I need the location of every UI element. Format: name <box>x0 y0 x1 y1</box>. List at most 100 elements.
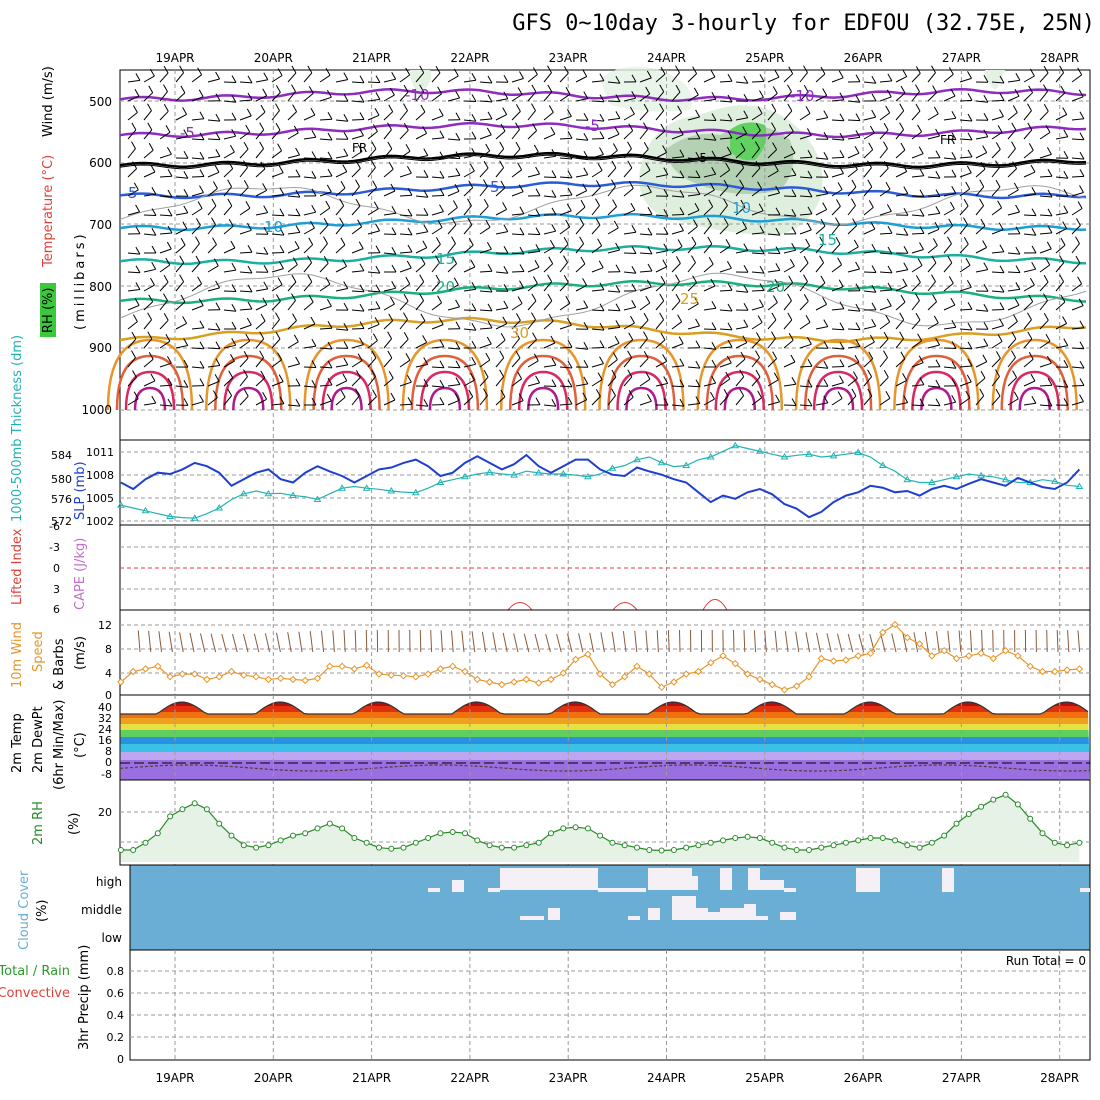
warm-lobe-contour <box>232 386 265 411</box>
wind-barb-flag <box>853 239 859 248</box>
wind-barb-flag <box>215 302 221 310</box>
wind-barb-flag <box>517 162 523 171</box>
wind-barb-flag <box>855 130 861 138</box>
data-point <box>264 675 273 684</box>
wind-barb <box>223 309 236 312</box>
wind-barb-flag <box>935 170 941 179</box>
wind-barb-flag <box>420 104 426 113</box>
wind-barb-flag <box>455 341 461 350</box>
cape-li-panel: -6 -3 0 3 6 Lifted Index CAPE (J/kg) <box>10 520 1091 616</box>
wind-barb-flag <box>727 113 733 122</box>
data-point <box>473 675 482 684</box>
wind-barb-flag <box>611 388 616 396</box>
wind-barb-flag <box>982 145 988 153</box>
wind-barb-flag <box>935 379 941 388</box>
wind-barb <box>735 342 748 349</box>
wind-barb <box>559 157 573 160</box>
wind-barb-flag <box>755 332 761 340</box>
wind10m-barb <box>264 633 271 653</box>
wind-barb <box>719 328 733 331</box>
wind-barb-flag <box>838 279 844 287</box>
wind-barb <box>639 252 653 255</box>
li-tick: 0 <box>53 562 60 575</box>
wind-barb-flag <box>1013 391 1019 400</box>
wind-barb-flag <box>326 393 332 402</box>
wind-barb <box>863 228 876 235</box>
wind-barb-flag <box>1043 274 1049 283</box>
wind-barb-flag <box>292 313 297 321</box>
wind-barb <box>975 309 988 312</box>
data-point <box>978 803 985 810</box>
wind-barb <box>703 347 716 350</box>
wind-barb-flag <box>759 283 765 291</box>
wind-barb-flag <box>903 246 909 254</box>
temp2m-tick: 24 <box>98 723 112 736</box>
wind-barb-flag <box>183 205 189 214</box>
wind-barb <box>431 115 444 121</box>
temperature-contour <box>119 280 1087 305</box>
wind-barb-flag <box>659 312 665 320</box>
wind-barb <box>719 224 729 235</box>
wind-barb <box>831 264 842 273</box>
wind-barb-flag <box>518 393 524 401</box>
wind-barbs <box>127 65 1085 407</box>
wind-barb-flag <box>771 331 776 339</box>
data-point <box>780 686 789 694</box>
wind-barb-flag <box>1015 265 1021 273</box>
wind-barb <box>303 176 316 179</box>
wind-barb-flag <box>723 388 729 397</box>
wind-barb-flag <box>855 113 861 121</box>
wind-barb <box>239 324 252 330</box>
wind-barb <box>687 94 699 102</box>
wind-barb <box>655 383 668 387</box>
wind-barb-flag <box>148 352 154 360</box>
wind-barb <box>415 404 428 407</box>
wind-barb-flag <box>919 398 925 407</box>
wind-barb-flag <box>343 341 349 349</box>
wind-barb <box>143 268 156 273</box>
wind-barb-flag <box>391 227 397 235</box>
wind-barb-flag <box>163 104 169 112</box>
wind-barb-flag <box>343 113 349 122</box>
wind-barb-flag <box>359 337 364 345</box>
wind-barb-flag <box>819 255 825 263</box>
wind-barb-flag <box>198 89 204 97</box>
temperature-contour <box>119 151 1087 169</box>
wind-barb-flag <box>823 395 829 404</box>
wind-barb <box>623 396 634 406</box>
data-point <box>1001 646 1010 655</box>
wind-barb <box>751 80 765 83</box>
wind-barb-flag <box>231 321 237 330</box>
data-point <box>952 472 961 480</box>
wind-barb-flag <box>723 179 729 188</box>
wind-barb-flag <box>995 388 1001 397</box>
wind-barb <box>735 133 747 140</box>
wind-barb-flag <box>675 256 681 264</box>
warm-lobe-contour <box>124 370 176 411</box>
wind-barb-flag <box>391 71 397 80</box>
wind-barb <box>655 174 668 178</box>
wind-barb <box>959 308 973 311</box>
wind-barb-flag <box>547 274 553 282</box>
wind-barb-flag <box>791 167 797 176</box>
data-point <box>879 835 886 841</box>
wind-barb-flag <box>723 218 729 226</box>
wind-barb-flag <box>887 73 893 82</box>
wind-barb <box>287 363 300 368</box>
wind-barb-flag <box>839 150 845 158</box>
data-point <box>215 673 223 681</box>
wind-barb <box>959 347 973 350</box>
wind-barb <box>751 397 762 406</box>
wind-barb-flag <box>1027 122 1033 131</box>
wind-barb-flag <box>375 301 381 309</box>
temp2m-tick: 32 <box>98 712 112 725</box>
wind10m-units: (m/s) <box>73 636 88 670</box>
wind-barb <box>559 385 573 388</box>
wind-barb-flag <box>951 169 957 178</box>
wind-barb-flag <box>711 113 717 121</box>
wind-barb-flag <box>437 86 443 95</box>
wind-barb-flag <box>900 85 906 94</box>
wind-barb <box>383 357 393 368</box>
wind-barb-flag <box>819 236 825 245</box>
wind-barb <box>943 208 955 216</box>
